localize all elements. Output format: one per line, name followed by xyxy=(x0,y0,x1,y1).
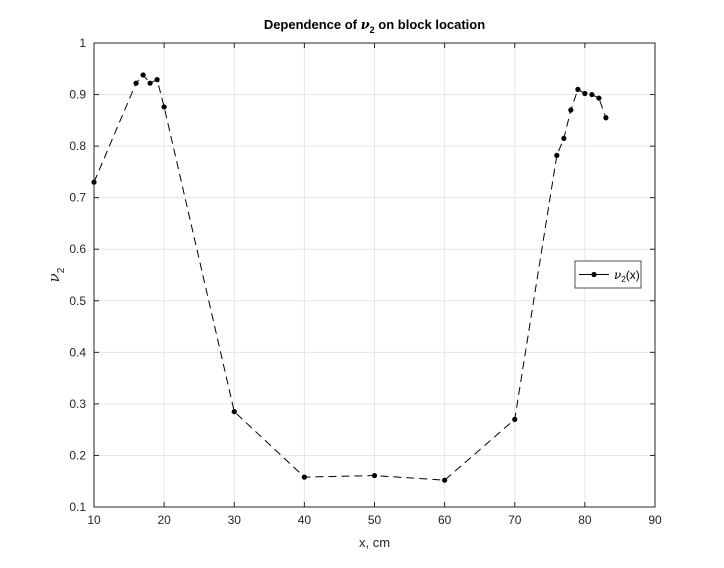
data-point xyxy=(568,107,574,113)
data-point xyxy=(231,409,237,415)
data-point xyxy=(442,477,448,483)
chart-title: Dependence of ν2 on block location xyxy=(264,17,485,35)
y-axis-subscript: 2 xyxy=(56,267,67,273)
legend-marker xyxy=(591,271,597,278)
y-axis-label: ν2 xyxy=(45,267,67,282)
x-axis-label: x, cm xyxy=(359,535,390,550)
data-point xyxy=(371,472,378,479)
ticks: 10 20 30 40 50 60 70 80 90 0.1 0.2 0.3 0.4 0.5 0.6 0.7 0… xyxy=(69,36,662,527)
title-nu-symbol: ν xyxy=(361,18,370,33)
x-tick-label: 70 xyxy=(508,513,522,527)
data-point xyxy=(301,474,307,480)
series-layer xyxy=(91,72,609,483)
data-point xyxy=(161,104,167,110)
data-point xyxy=(589,91,595,98)
data-point xyxy=(154,77,160,83)
x-tick-label: 60 xyxy=(438,513,452,527)
title-subscript: 2 xyxy=(370,25,375,35)
x-tick-label: 80 xyxy=(578,513,592,527)
data-point xyxy=(596,95,602,101)
y-tick-label: 0.3 xyxy=(69,397,86,411)
y-tick-label: 0.1 xyxy=(69,500,86,514)
data-point xyxy=(554,152,560,158)
y-tick-label: 0.4 xyxy=(69,345,86,359)
data-point xyxy=(582,90,588,97)
data-point xyxy=(147,80,153,86)
x-tick-label: 10 xyxy=(87,513,101,527)
y-tick-label: 0.8 xyxy=(69,139,86,153)
legend-subscript: 2 xyxy=(621,275,626,284)
data-point xyxy=(133,80,139,86)
legend-nu-symbol: ν xyxy=(614,268,621,282)
y-axis-nu-symbol: ν xyxy=(45,273,63,282)
x-tick-label: 40 xyxy=(298,513,312,527)
y-tick-label: 0.5 xyxy=(69,294,86,308)
data-point xyxy=(561,135,567,141)
data-point xyxy=(512,416,518,422)
data-point xyxy=(575,86,581,92)
y-tick-label: 0.9 xyxy=(69,88,86,102)
data-point xyxy=(603,115,609,121)
y-tick-label: 0.7 xyxy=(69,191,86,205)
y-tick-label: 0.6 xyxy=(69,242,86,256)
y-tick-label: 1 xyxy=(79,36,86,50)
legend-entry: ν2(x) xyxy=(614,268,640,284)
legend: ν2(x) xyxy=(574,260,642,289)
x-tick-label: 50 xyxy=(368,513,382,527)
data-point xyxy=(140,72,146,78)
y-tick-label: 0.2 xyxy=(69,448,86,462)
x-tick-label: 30 xyxy=(228,513,242,527)
x-tick-label: 20 xyxy=(157,513,171,527)
x-tick-label: 90 xyxy=(648,513,662,527)
